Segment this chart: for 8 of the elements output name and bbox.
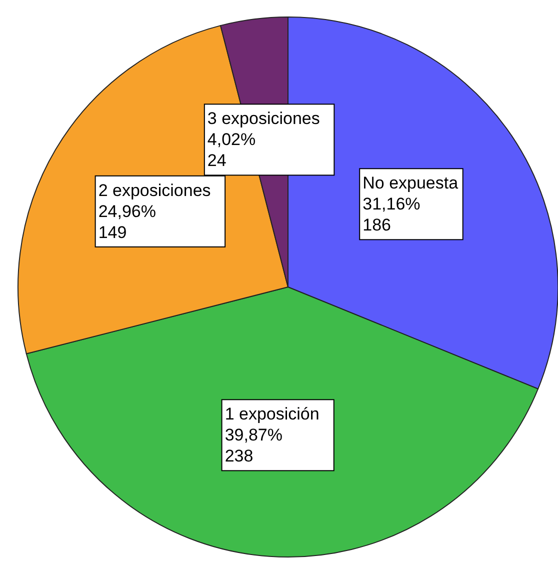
slice-label: 2 exposiciones	[98, 180, 211, 200]
data-label: 31,16% 186	[362, 194, 420, 235]
data-label: 39,87% 238	[224, 426, 282, 466]
slice-label: 1 exposición	[224, 404, 320, 424]
slice-label: No expuesta	[362, 174, 459, 193]
data-label: 4,02% 24	[207, 130, 256, 170]
data-label: 24,96% 149	[98, 202, 156, 242]
slice-label: 3 exposiciones	[207, 109, 320, 128]
